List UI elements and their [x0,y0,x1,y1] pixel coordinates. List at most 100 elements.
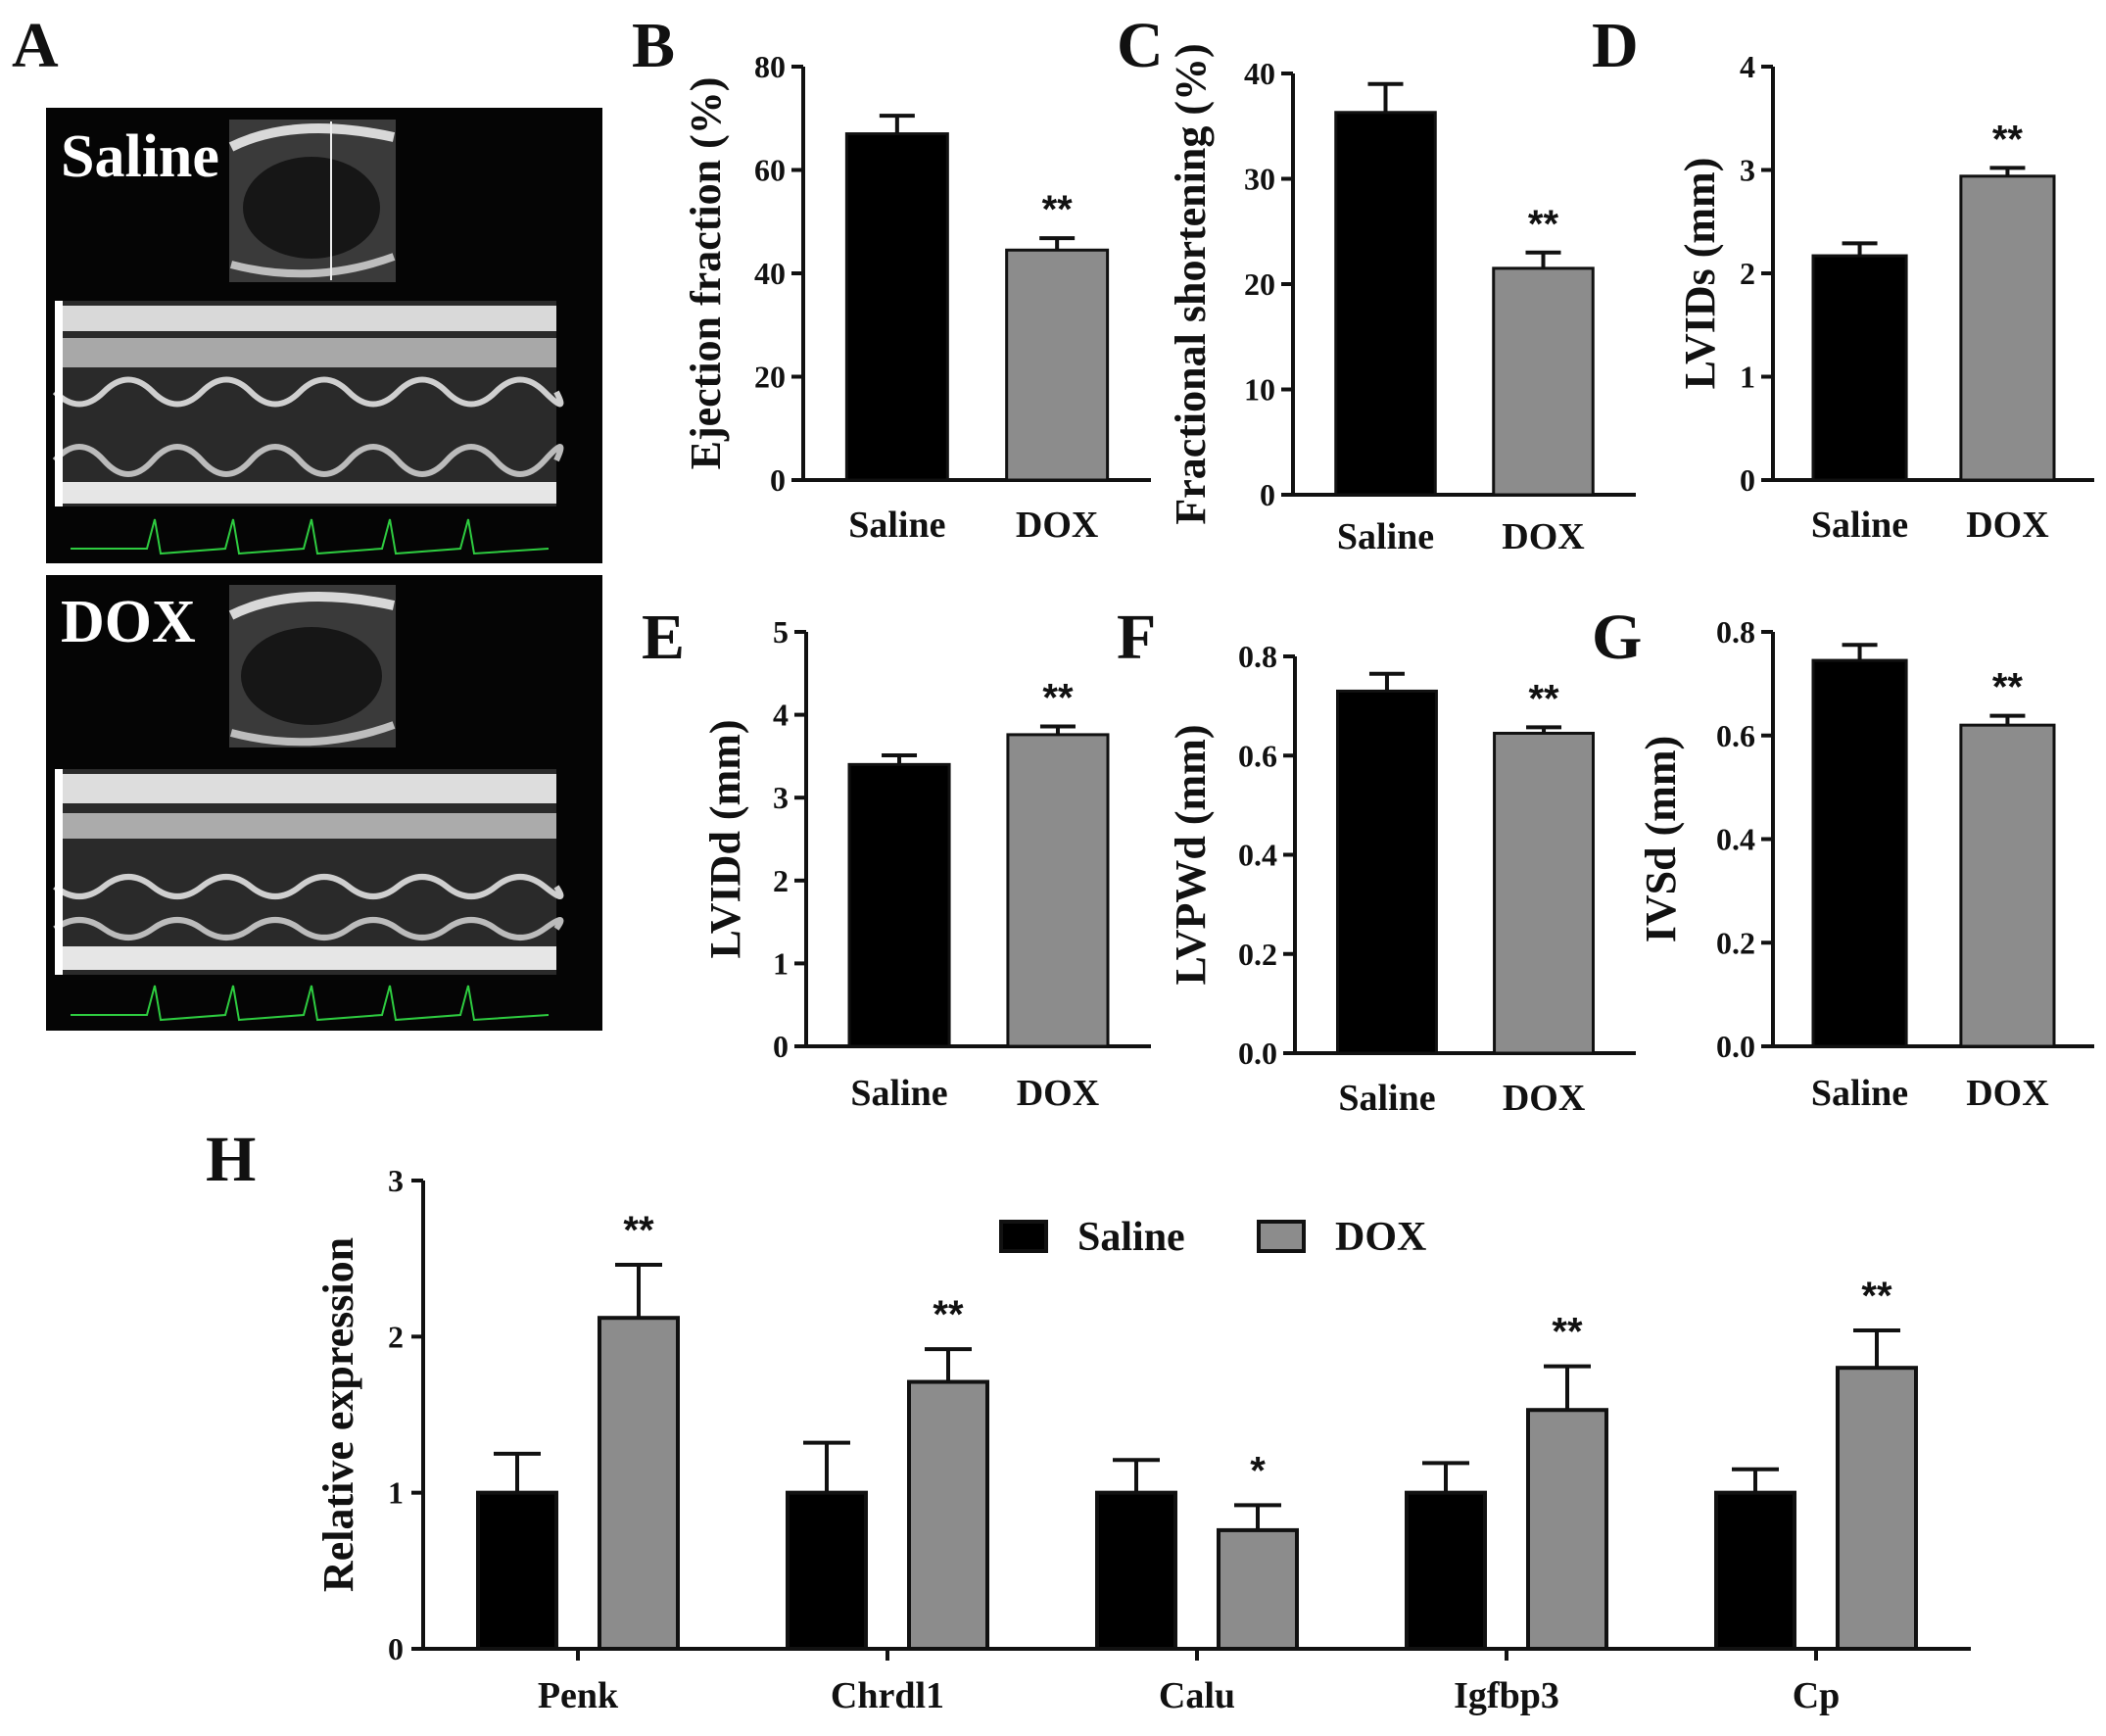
x-category-label: Saline [1337,516,1434,557]
y-tick-label: 3 [388,1163,404,1198]
x-category-label: Cp [1793,1675,1841,1716]
chart-lvids: 0 1 2 3 4 LVIDs (mm) Saline DOX ** [1676,49,2094,546]
y-tick-label: 0 [770,462,786,498]
y-tick-label: 2 [388,1319,404,1354]
significance-marker: ** [1042,676,1074,719]
significance-marker: ** [623,1209,654,1252]
bar-saline-cp [1714,1490,1796,1651]
y-axis-title: Relative expression [314,1237,362,1592]
y-tick-label: 4 [773,698,789,733]
bar-dox-chrdl1 [907,1379,989,1652]
x-category-label: DOX [1502,516,1584,557]
bar-saline [1336,689,1438,1055]
y-axis-title: IVSd (mm) [1637,736,1685,942]
y-axis-title: LVIDd (mm) [701,719,749,958]
y-tick-label: 40 [754,256,786,291]
x-category-label: DOX [1016,505,1098,546]
echo-label-saline: Saline [61,123,219,190]
y-tick-label: 10 [1244,372,1275,408]
bar-saline [844,132,949,482]
chart-lvidd: 0 1 2 3 4 5 LVIDd (mm) Saline DOX ** [701,614,1151,1114]
y-tick-label: 2 [1740,256,1755,291]
y-tick-label: 1 [1740,360,1755,395]
echo-image-dox: DOX [46,575,602,1031]
y-tick-label: 0.6 [1238,738,1277,773]
y-tick-label: 40 [1244,56,1275,91]
bar-saline-penk [476,1490,558,1651]
bar-saline [1334,111,1437,497]
panel-letter-h: H [206,1124,256,1195]
y-tick-label: 2 [773,863,789,898]
x-category-label: Saline [1811,1073,1908,1114]
x-category-label: Saline [848,505,945,546]
panel-a: A Saline [12,10,602,1031]
significance-marker: * [1250,1449,1266,1492]
legend-label-saline: Saline [1077,1215,1185,1260]
x-category-label: Chrdl1 [831,1675,944,1716]
y-tick-label: 0.0 [1716,1029,1755,1064]
bar-dox [1493,731,1595,1055]
bar-dox [1006,733,1110,1048]
y-tick-label: 0 [1740,462,1755,498]
y-tick-label: 4 [1740,49,1755,84]
y-tick-label: 0.4 [1716,822,1755,857]
y-axis-title: Ejection fraction (%) [682,77,730,470]
bar-dox-cp [1836,1366,1918,1651]
bar-saline [1811,658,1908,1048]
x-category-label: Saline [850,1073,947,1114]
echo-image-saline: Saline [46,108,602,563]
y-tick-label: 0.2 [1716,925,1755,960]
x-category-label: Calu [1159,1675,1235,1716]
panel-letter-g: G [1592,602,1642,673]
x-category-label: DOX [1503,1078,1585,1119]
bar-dox [1492,266,1595,497]
y-tick-label: 0.4 [1238,838,1277,873]
y-tick-label: 30 [1244,162,1275,197]
x-category-label: DOX [1966,505,2048,546]
y-tick-label: 1 [773,945,789,981]
chart-ivsd: 0.0 0.2 0.4 0.6 0.8 IVSd (mm) Saline DOX ** [1637,614,2094,1114]
panel-letter-e: E [642,602,685,673]
y-tick-label: 5 [773,614,789,650]
y-tick-label: 60 [754,153,786,188]
x-category-label: DOX [1966,1073,2048,1114]
legend-label-dox: DOX [1335,1215,1426,1260]
y-tick-label: 0.0 [1238,1036,1277,1071]
significance-marker: ** [1992,666,2024,709]
significance-marker: ** [1992,118,2024,161]
bar-saline [1811,254,1908,482]
legend-swatch-dox [1257,1220,1306,1253]
chart-fractional-shortening: 0 10 20 30 40 Fractional shortening (%) Saline… [1167,43,1636,557]
x-category-label: DOX [1017,1073,1099,1114]
legend-swatch-saline [999,1220,1048,1253]
y-tick-label: 0 [388,1631,404,1666]
x-category-label: Igfbp3 [1454,1675,1559,1716]
bar-dox-penk [598,1316,680,1652]
bar-saline-igfbp3 [1405,1490,1487,1651]
y-tick-label: 1 [388,1475,404,1511]
bar-dox-calu [1217,1527,1299,1651]
panel-letter-d: D [1592,10,1639,81]
y-tick-label: 0 [1260,477,1275,512]
bar-dox [1959,174,2056,482]
panel-letter-a: A [12,10,59,81]
y-tick-label: 0 [773,1029,789,1064]
y-tick-label: 0.2 [1238,937,1277,972]
significance-marker: ** [1042,188,1074,231]
significance-marker: ** [1528,677,1559,720]
bar-dox [1005,248,1110,482]
bar-saline-calu [1095,1490,1177,1651]
chart-ejection-fraction: 0 20 40 60 80 Ejection fraction (%) Saline DOX *… [682,49,1151,546]
y-axis-title: LVPWd (mm) [1167,724,1215,985]
chart-lvpwd: 0.0 0.2 0.4 0.6 0.8 LVPWd (mm) Saline DOX ** [1167,639,1636,1119]
y-axis-title: Fractional shortening (%) [1167,43,1215,524]
x-category-label: Saline [1338,1078,1435,1119]
x-category-label: Penk [538,1675,619,1716]
significance-marker: ** [1552,1311,1583,1354]
panel-letter-c: C [1117,10,1164,81]
significance-marker: ** [933,1293,964,1336]
panel-letter-b: B [632,10,675,81]
y-tick-label: 3 [1740,153,1755,188]
y-tick-label: 20 [1244,266,1275,302]
